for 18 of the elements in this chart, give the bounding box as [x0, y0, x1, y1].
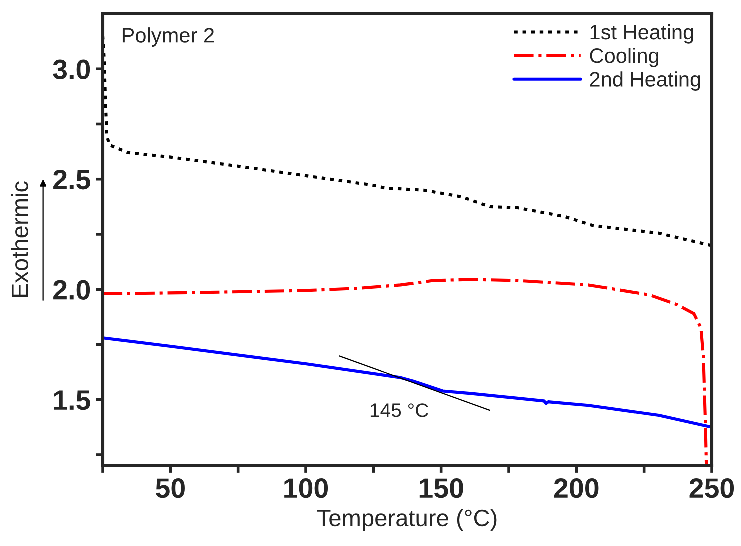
x-tick-label: 200 — [554, 478, 599, 498]
y-tick-label: 3.0 — [53, 60, 90, 80]
x-tick-label: 100 — [284, 478, 328, 498]
y-tick-label: 2.5 — [54, 170, 90, 190]
x-axis-title: Temperature (°C) — [317, 509, 497, 532]
legend-label: Cooling — [590, 48, 659, 68]
legend-label: 1st Heating — [590, 24, 694, 44]
y-tick-label: 1.5 — [54, 390, 90, 410]
annotation: 145 °C — [370, 404, 428, 418]
line-series — [103, 278, 708, 466]
x-tick-label: 50 — [156, 478, 185, 498]
text: Polymer 2 — [122, 28, 214, 47]
y-axis-title: Exothermic — [11, 182, 28, 298]
legend-label: 2nd Heating — [590, 72, 700, 92]
x-tick-label: 150 — [420, 478, 464, 498]
line-series — [103, 336, 712, 429]
x-tick-label: 250 — [690, 478, 734, 498]
y-tick-label: 2.0 — [54, 280, 90, 300]
